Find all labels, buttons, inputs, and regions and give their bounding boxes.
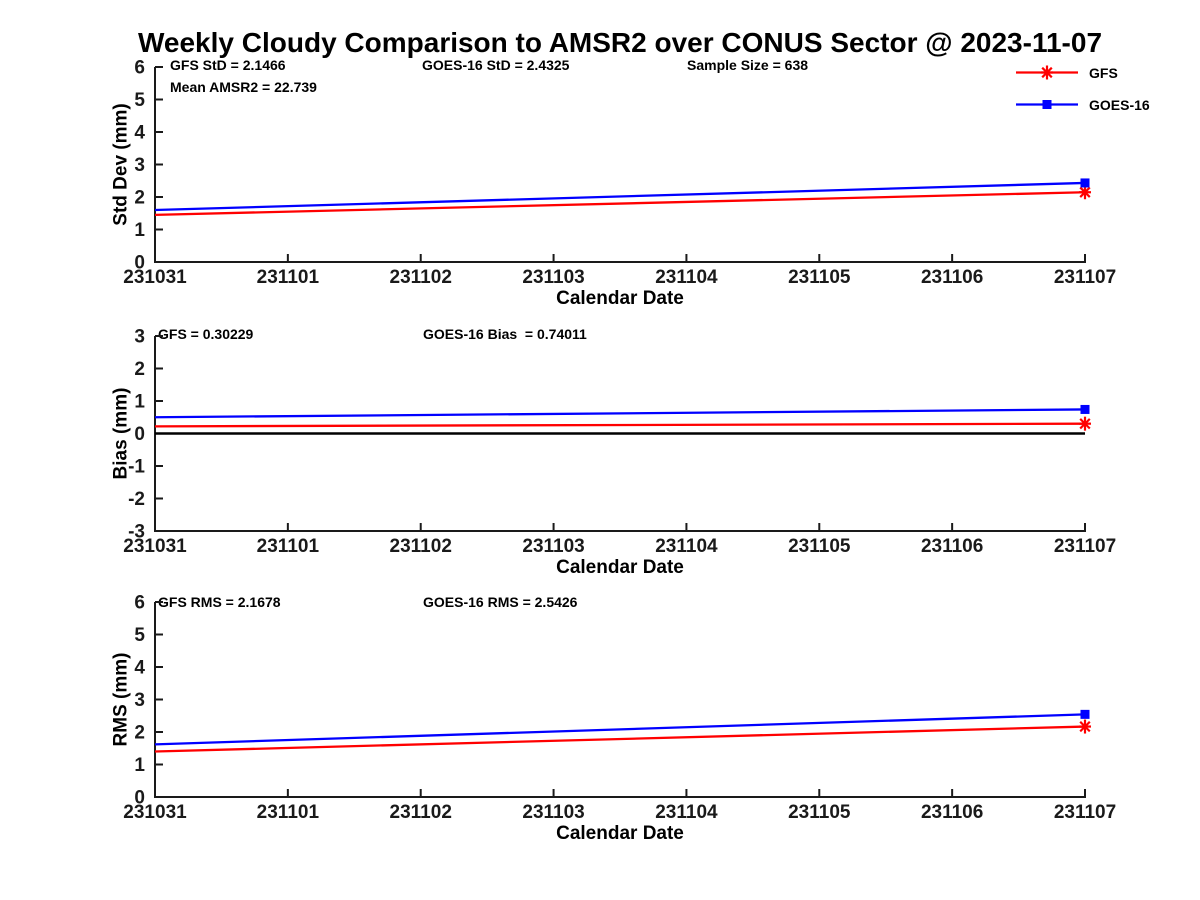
y-axis-label: Std Dev (mm) bbox=[111, 103, 132, 225]
y-tick-label: 0 bbox=[134, 424, 145, 445]
legend-item-goes16: GOES-16 bbox=[1014, 95, 1150, 114]
x-tick-label: 231104 bbox=[655, 267, 718, 288]
goes16-line-square-icon bbox=[1016, 100, 1078, 109]
y-tick-label: 2 bbox=[134, 188, 145, 209]
goes-16-end-marker bbox=[1080, 404, 1090, 414]
gfs-end-marker bbox=[1079, 719, 1091, 734]
stat-annotation: GFS StD = 2.1466 bbox=[170, 57, 286, 73]
y-tick-label: 5 bbox=[134, 90, 145, 111]
x-tick-label: 231103 bbox=[522, 536, 584, 557]
y-tick-label: 4 bbox=[134, 123, 145, 144]
y-tick-label: 3 bbox=[134, 155, 145, 176]
y-tick-label: 6 bbox=[134, 58, 145, 79]
series-line-goes-16 bbox=[154, 408, 1086, 419]
stat-annotation: GOES-16 RMS = 2.5426 bbox=[423, 594, 578, 610]
series-line-goes-16 bbox=[154, 181, 1086, 212]
legend: GFS GOES-16 bbox=[1014, 63, 1150, 114]
x-tick-label: 231107 bbox=[1054, 802, 1116, 823]
x-tick-label: 231102 bbox=[390, 802, 452, 823]
y-tick-label: 3 bbox=[134, 690, 145, 711]
y-tick-label: 0 bbox=[134, 788, 145, 809]
stat-annotation: Sample Size = 638 bbox=[687, 57, 808, 73]
page-title: Weekly Cloudy Comparison to AMSR2 over C… bbox=[137, 27, 1103, 58]
goes-16-end-marker bbox=[1080, 178, 1090, 188]
stat-annotation: Mean AMSR2 = 22.739 bbox=[170, 79, 317, 95]
legend-label-goes16: GOES-16 bbox=[1089, 96, 1150, 113]
y-tick-label: 1 bbox=[134, 755, 145, 776]
x-tick-label: 231103 bbox=[522, 267, 584, 288]
gfs-end-marker bbox=[1079, 185, 1091, 200]
legend-marker bbox=[1041, 65, 1053, 80]
x-tick-label: 231107 bbox=[1054, 536, 1116, 557]
x-tick-label: 231031 bbox=[123, 802, 187, 823]
x-tick-label: 231102 bbox=[390, 536, 452, 557]
stat-annotation: GFS = 0.30229 bbox=[158, 326, 254, 342]
x-tick-label: 231106 bbox=[921, 802, 983, 823]
stat-annotation: GFS RMS = 2.1678 bbox=[158, 594, 281, 610]
x-tick-label: 231104 bbox=[655, 802, 718, 823]
x-tick-label: 231101 bbox=[257, 267, 320, 288]
y-axis-label: Bias (mm) bbox=[111, 388, 132, 480]
series-line-gfs bbox=[154, 422, 1086, 428]
legend-item-gfs: GFS bbox=[1014, 63, 1150, 82]
y-tick-label: -1 bbox=[128, 457, 145, 478]
x-tick-label: 231103 bbox=[522, 802, 584, 823]
gfs-line-asterisk-icon bbox=[1016, 65, 1078, 80]
y-tick-label: -2 bbox=[128, 489, 145, 510]
x-tick-label: 231031 bbox=[123, 267, 187, 288]
rms-plot: GFS RMS = 2.1678 GOES-16 RMS = 2.54260123… bbox=[111, 593, 1117, 845]
x-tick-label: 231105 bbox=[788, 267, 851, 288]
y-tick-label: 4 bbox=[134, 658, 145, 679]
series-line-goes-16 bbox=[154, 713, 1086, 746]
y-tick-label: 0 bbox=[134, 253, 145, 274]
x-tick-label: 231105 bbox=[788, 536, 851, 557]
y-tick-label: 2 bbox=[134, 359, 145, 380]
x-tick-label: 231101 bbox=[257, 536, 320, 557]
x-tick-label: 231031 bbox=[123, 536, 187, 557]
stat-annotation: GOES-16 Bias = 0.74011 bbox=[423, 326, 587, 342]
x-tick-label: 231106 bbox=[921, 267, 983, 288]
series-line-gfs bbox=[154, 191, 1086, 217]
x-tick-label: 231102 bbox=[390, 267, 452, 288]
y-tick-label: 2 bbox=[134, 723, 145, 744]
x-axis-label: Calendar Date bbox=[556, 288, 684, 309]
x-tick-label: 231105 bbox=[788, 802, 851, 823]
y-axis-label: RMS (mm) bbox=[111, 653, 132, 747]
legend-marker bbox=[1042, 100, 1052, 109]
std-dev-plot: GFS StD = 2.1466 Mean AMSR2 = 22.739 GOES-… bbox=[111, 57, 1117, 309]
y-tick-label: 5 bbox=[134, 625, 145, 646]
y-tick-label: -3 bbox=[128, 522, 145, 543]
y-tick-label: 3 bbox=[134, 327, 145, 348]
stat-annotation: GOES-16 StD = 2.4325 bbox=[422, 57, 570, 73]
x-tick-label: 231101 bbox=[257, 802, 320, 823]
series-line-gfs bbox=[154, 725, 1086, 753]
y-tick-label: 1 bbox=[134, 392, 145, 413]
x-tick-label: 231106 bbox=[921, 536, 983, 557]
y-tick-label: 1 bbox=[134, 220, 145, 241]
x-tick-label: 231104 bbox=[655, 536, 718, 557]
legend-label-gfs: GFS bbox=[1089, 64, 1118, 81]
x-axis-label: Calendar Date bbox=[556, 823, 684, 844]
y-tick-label: 6 bbox=[134, 593, 145, 614]
x-tick-label: 231107 bbox=[1054, 267, 1116, 288]
x-axis-label: Calendar Date bbox=[556, 557, 684, 578]
goes-16-end-marker bbox=[1080, 709, 1090, 719]
gfs-end-marker bbox=[1079, 416, 1091, 431]
bias-plot: GFS = 0.30229 GOES-16 Bias = 0.74011 -3 -2 -… bbox=[111, 326, 1117, 578]
